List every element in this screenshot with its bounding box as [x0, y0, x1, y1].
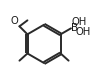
Text: OH: OH: [75, 27, 91, 37]
Text: OH: OH: [71, 17, 87, 27]
Text: B: B: [71, 23, 79, 33]
Text: O: O: [11, 16, 19, 26]
